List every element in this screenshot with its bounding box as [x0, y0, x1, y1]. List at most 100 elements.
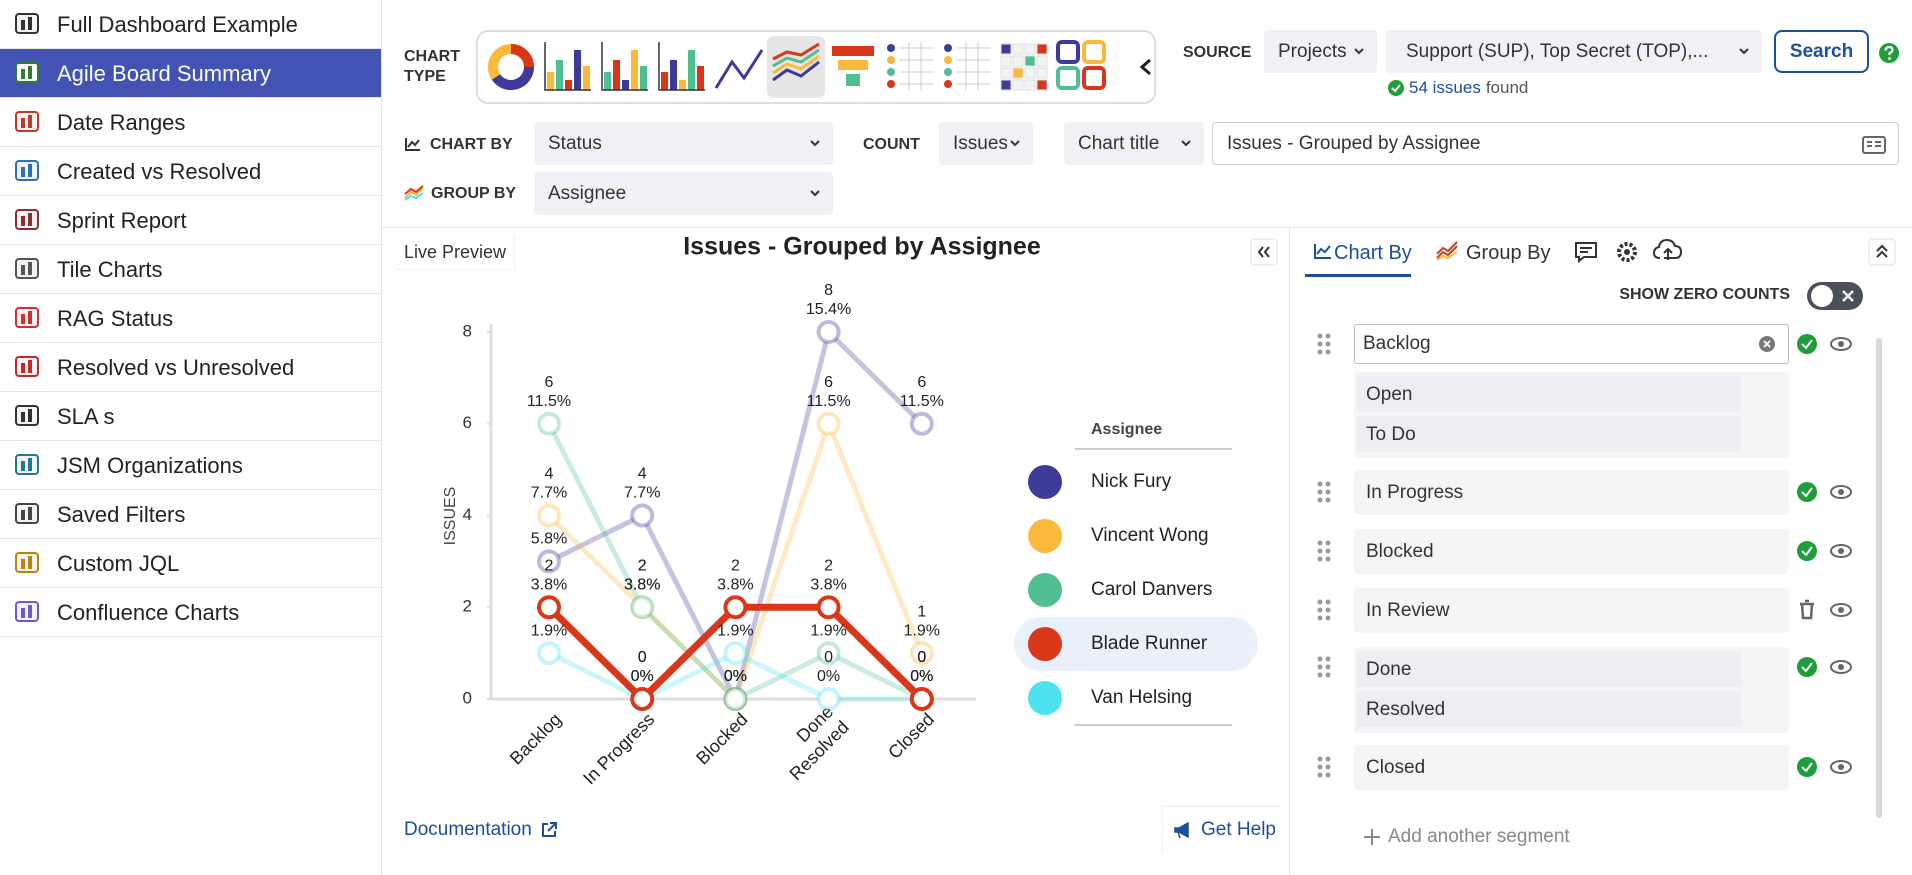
drag-handle[interactable] [1325, 756, 1331, 762]
legend-swatch[interactable] [1028, 627, 1062, 661]
comment-icon[interactable] [1575, 242, 1597, 264]
drag-handle[interactable] [1325, 497, 1331, 503]
source-type-select[interactable]: Projects [1264, 30, 1377, 73]
legend-label[interactable]: Van Helsing [1091, 687, 1192, 708]
sidebar-item[interactable]: Confluence Charts [0, 588, 381, 637]
drag-handle[interactable] [1325, 656, 1331, 662]
chart-type-icon[interactable] [488, 44, 535, 91]
legend-swatch[interactable] [1028, 681, 1062, 715]
legend-label[interactable]: Nick Fury [1091, 471, 1172, 492]
drag-handle[interactable] [1317, 756, 1323, 762]
group-by-select[interactable]: Assignee [534, 172, 833, 215]
drag-handle[interactable] [1317, 333, 1323, 339]
sidebar-item[interactable]: Date Ranges [0, 98, 381, 147]
scroll-left[interactable] [1139, 58, 1151, 76]
enabled-icon[interactable] [1797, 334, 1817, 354]
drag-handle[interactable] [1325, 672, 1331, 678]
drag-handle[interactable] [1317, 764, 1323, 770]
search-button[interactable]: Search [1774, 30, 1869, 73]
visibility-icon[interactable] [1830, 337, 1852, 351]
sidebar-item[interactable]: Full Dashboard Example [0, 0, 381, 49]
add-segment[interactable]: Add another segment [1388, 826, 1570, 847]
drag-handle[interactable] [1317, 349, 1323, 355]
drag-handle[interactable] [1325, 489, 1331, 495]
collapse-button[interactable] [1250, 238, 1278, 266]
sidebar-item[interactable]: Resolved vs Unresolved [0, 343, 381, 392]
drag-handle[interactable] [1325, 599, 1331, 605]
tab[interactable]: Group By [1466, 242, 1551, 264]
drag-handle[interactable] [1325, 772, 1331, 778]
tab[interactable]: Chart By [1334, 242, 1412, 264]
segment[interactable] [1354, 470, 1789, 515]
drag-handle[interactable] [1325, 548, 1331, 554]
drag-handle[interactable] [1317, 599, 1323, 605]
segment[interactable] [1354, 745, 1789, 790]
chart-type-icon[interactable] [944, 42, 990, 90]
chart-by-select[interactable]: Status [534, 122, 833, 165]
chart-type-icon[interactable] [714, 49, 764, 89]
chart-type-icon[interactable] [658, 42, 705, 91]
sidebar-item[interactable]: Tile Charts [0, 245, 381, 294]
drag-handle[interactable] [1317, 341, 1323, 347]
drag-handle[interactable] [1317, 772, 1323, 778]
live-preview-tab[interactable]: Live Preview [396, 236, 516, 270]
drag-handle[interactable] [1325, 349, 1331, 355]
legend-label[interactable]: Carol Danvers [1091, 579, 1212, 600]
documentation-link[interactable]: Documentation [404, 819, 558, 841]
drag-handle[interactable] [1325, 607, 1331, 613]
sidebar-item[interactable]: JSM Organizations [0, 441, 381, 490]
help-icon[interactable] [1878, 42, 1900, 64]
sidebar-item[interactable]: Created vs Resolved [0, 147, 381, 196]
enabled-icon[interactable] [1797, 482, 1817, 502]
drag-handle[interactable] [1317, 497, 1323, 503]
sidebar-item[interactable]: Agile Board Summary [0, 49, 381, 98]
chart-type-icon[interactable] [544, 42, 591, 91]
visibility-icon[interactable] [1830, 603, 1852, 617]
enabled-icon[interactable] [1797, 541, 1817, 561]
legend-swatch[interactable] [1028, 519, 1062, 553]
sidebar-item[interactable]: RAG Status [0, 294, 381, 343]
chart-title-input[interactable]: Issues - Grouped by Assignee [1212, 122, 1899, 165]
drag-handle[interactable] [1317, 556, 1323, 562]
upload-icon[interactable] [1652, 238, 1683, 260]
visibility-icon[interactable] [1830, 485, 1852, 499]
drag-handle[interactable] [1325, 481, 1331, 487]
drag-handle[interactable] [1325, 764, 1331, 770]
drag-handle[interactable] [1317, 548, 1323, 554]
chart-type-icon[interactable] [1000, 43, 1048, 91]
chart-type-icon[interactable] [832, 46, 874, 86]
legend-swatch[interactable] [1028, 573, 1062, 607]
chart-title-select[interactable]: Chart title [1064, 122, 1204, 165]
visibility-icon[interactable] [1830, 760, 1852, 774]
segment[interactable] [1354, 588, 1789, 633]
drag-handle[interactable] [1317, 607, 1323, 613]
segment[interactable] [1354, 529, 1789, 574]
drag-handle[interactable] [1325, 341, 1331, 347]
issues-count[interactable]: 54 issues [1409, 78, 1481, 97]
sidebar-item[interactable]: SLA s [0, 392, 381, 441]
visibility-icon[interactable] [1830, 544, 1852, 558]
sidebar-item[interactable]: Sprint Report [0, 196, 381, 245]
drag-handle[interactable] [1317, 672, 1323, 678]
sidebar-item[interactable]: Saved Filters [0, 490, 381, 539]
enabled-icon[interactable] [1797, 657, 1817, 677]
chart-type-icon[interactable] [767, 36, 825, 98]
legend-label[interactable]: Vincent Wong [1091, 525, 1209, 546]
chart-type-icon[interactable] [887, 42, 933, 90]
drag-handle[interactable] [1317, 615, 1323, 621]
projects-select[interactable]: Support (SUP), Top Secret (TOP),... [1386, 30, 1762, 73]
segment-name-input[interactable] [1354, 324, 1789, 364]
get-help[interactable]: Get Help [1162, 806, 1282, 852]
visibility-icon[interactable] [1830, 660, 1852, 674]
drag-handle[interactable] [1325, 615, 1331, 621]
sidebar-item[interactable]: Custom JQL [0, 539, 381, 588]
enabled-icon[interactable] [1797, 757, 1817, 777]
settings-icon[interactable] [1617, 242, 1637, 262]
drag-handle[interactable] [1317, 489, 1323, 495]
drag-handle[interactable] [1317, 481, 1323, 487]
drag-handle[interactable] [1317, 540, 1323, 546]
drag-handle[interactable] [1317, 656, 1323, 662]
delete-icon[interactable] [1800, 599, 1814, 620]
chart-type-icon[interactable] [1056, 40, 1106, 90]
drag-handle[interactable] [1325, 556, 1331, 562]
